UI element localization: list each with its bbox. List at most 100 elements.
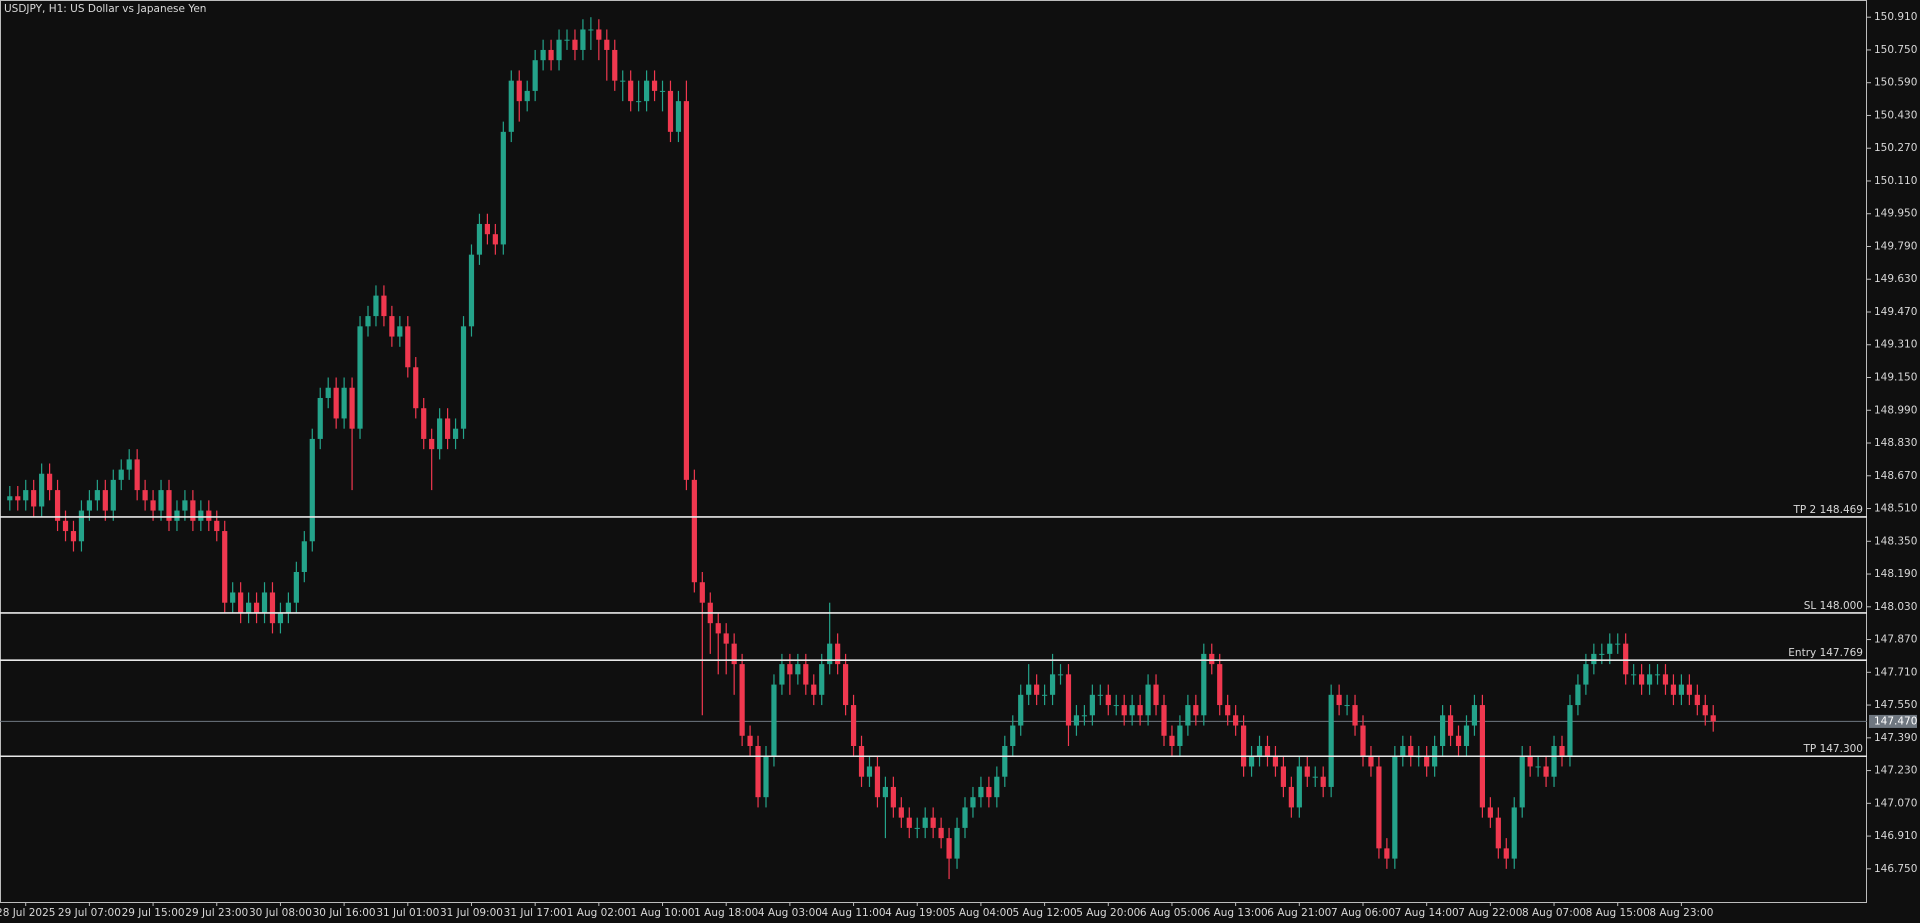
- candle-body: [1233, 715, 1239, 726]
- candle-body: [1073, 715, 1080, 726]
- candle-body: [500, 131, 506, 245]
- candle-body: [1161, 705, 1167, 736]
- candle-body: [1607, 643, 1613, 654]
- candle-body: [922, 817, 928, 828]
- candle-body: [1591, 653, 1597, 665]
- candle-body: [301, 541, 307, 572]
- candle-body: [1081, 715, 1087, 717]
- candle-body: [946, 838, 952, 859]
- y-tick-label: 146.910: [1874, 830, 1917, 842]
- candle-body: [1225, 705, 1231, 716]
- candle-body: [1368, 756, 1374, 767]
- candle-body: [651, 80, 658, 91]
- candle-body: [325, 387, 331, 398]
- candle-body: [1089, 694, 1095, 716]
- candle-body: [269, 592, 276, 624]
- plot-frame: [0, 0, 1867, 903]
- candle-body: [1177, 725, 1183, 747]
- candle-body: [23, 490, 29, 501]
- y-tick-label: 149.950: [1874, 208, 1917, 220]
- x-tick-label: 4 Aug 03:00: [758, 907, 822, 919]
- candle-body: [421, 408, 427, 439]
- candle-body: [1408, 746, 1414, 757]
- candle-body: [596, 29, 602, 40]
- candle-body: [1280, 766, 1286, 787]
- candle-body: [683, 101, 689, 480]
- candle-body: [1256, 746, 1263, 757]
- candle-body: [739, 664, 745, 736]
- candle-body: [190, 500, 196, 521]
- candle-body: [1471, 705, 1478, 726]
- x-tick-label: 7 Aug 14:00: [1395, 907, 1459, 919]
- candle-body: [1201, 653, 1207, 716]
- candle-body: [994, 776, 1000, 798]
- candle-body: [962, 807, 968, 828]
- candle-body: [906, 817, 912, 828]
- candle-body: [1002, 746, 1008, 777]
- level-label: SL 148.000: [1804, 600, 1863, 612]
- candle-body: [397, 326, 403, 337]
- candle-body: [1209, 653, 1215, 665]
- y-tick-label: 149.310: [1874, 339, 1917, 351]
- candle-body: [540, 49, 546, 61]
- x-tick-label: 1 Aug 18:00: [694, 907, 758, 919]
- candle-body: [930, 817, 936, 828]
- candle-body: [1639, 674, 1645, 685]
- candle-body: [285, 602, 291, 613]
- candle-body: [413, 367, 419, 409]
- candle-body: [858, 746, 865, 777]
- candle-body: [636, 101, 642, 103]
- candle-body: [62, 520, 69, 532]
- candle-body: [1304, 766, 1310, 777]
- y-tick-label: 149.630: [1874, 273, 1917, 285]
- y-tick-label: 147.070: [1874, 797, 1917, 809]
- candle-body: [1623, 643, 1629, 675]
- chart-title: USDJPY, H1: US Dollar vs Japanese Yen: [4, 3, 206, 15]
- candle-body: [1248, 756, 1255, 767]
- candle-body: [484, 223, 490, 235]
- candle-body: [675, 101, 682, 132]
- candle-body: [126, 459, 132, 470]
- candle-body: [1018, 694, 1024, 726]
- x-tick-label: 8 Aug 23:00: [1649, 907, 1713, 919]
- candle-body: [1097, 694, 1103, 696]
- candle-body: [1241, 725, 1247, 767]
- y-tick-label: 146.750: [1874, 863, 1917, 875]
- candle-body: [1010, 725, 1016, 747]
- candle-body: [516, 80, 522, 102]
- candle-body: [882, 786, 888, 798]
- candle-body: [755, 746, 761, 798]
- candle-body: [389, 316, 395, 337]
- candle-body: [1694, 694, 1700, 706]
- candle-body: [102, 490, 108, 511]
- candle-body: [1559, 746, 1565, 757]
- y-tick-label: 148.350: [1874, 535, 1917, 547]
- candle-body: [954, 827, 960, 859]
- candle-body: [1440, 715, 1446, 747]
- candle-body: [1193, 705, 1199, 716]
- candle-body: [1575, 684, 1581, 706]
- x-tick-label: 5 Aug 04:00: [949, 907, 1013, 919]
- candle-body: [827, 643, 833, 665]
- candle-body: [1296, 766, 1302, 808]
- candle-body: [1034, 684, 1040, 695]
- x-tick-label: 30 Jul 08:00: [249, 907, 312, 919]
- candle-body: [7, 496, 13, 501]
- candle-body: [31, 490, 37, 507]
- candle-body: [476, 223, 483, 255]
- current-price-label: 147.470: [1874, 715, 1917, 727]
- candle-body: [373, 295, 379, 317]
- y-tick-label: 147.390: [1874, 732, 1917, 744]
- candle-body: [460, 326, 467, 429]
- candle-body: [174, 510, 180, 521]
- candle-body: [564, 39, 570, 41]
- candle-body: [644, 80, 650, 102]
- candle-body: [1392, 756, 1398, 859]
- x-tick-label: 7 Aug 06:00: [1331, 907, 1395, 919]
- candle-body: [659, 90, 666, 92]
- candle-body: [150, 500, 156, 511]
- y-tick-label: 147.710: [1874, 666, 1917, 678]
- candle-body: [47, 473, 53, 491]
- candle-body: [333, 387, 339, 419]
- candle-body: [166, 490, 172, 521]
